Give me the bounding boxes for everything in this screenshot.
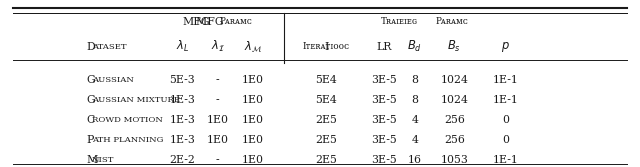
Text: AUSSIAN: AUSSIAN	[92, 76, 134, 84]
Text: 8: 8	[412, 95, 418, 105]
Text: AUSSIAN MIXTURE: AUSSIAN MIXTURE	[92, 96, 180, 104]
Text: I: I	[324, 42, 328, 52]
Text: 5E4: 5E4	[316, 75, 337, 85]
Text: 256: 256	[444, 115, 465, 125]
Text: 8: 8	[412, 75, 418, 85]
Text: 1E-1: 1E-1	[493, 75, 518, 85]
Text: $B_d$: $B_d$	[407, 39, 422, 54]
Text: 4: 4	[412, 115, 418, 125]
Text: -: -	[216, 75, 220, 85]
Text: ATASET: ATASET	[92, 43, 126, 51]
Text: 1E-1: 1E-1	[493, 155, 518, 165]
Text: 1E0: 1E0	[242, 135, 264, 145]
Text: 1E0: 1E0	[242, 75, 264, 85]
Text: ROWD MOTION: ROWD MOTION	[92, 116, 163, 124]
Text: Tʀᴀɪᴇɪᴇɢ: Tʀᴀɪᴇɪᴇɢ	[381, 17, 418, 26]
Text: -: -	[216, 155, 220, 165]
Text: 5E-3: 5E-3	[170, 75, 195, 85]
Text: 1024: 1024	[440, 95, 468, 105]
Text: Pᴀʀᴀᴍᴄ: Pᴀʀᴀᴍᴄ	[435, 17, 468, 26]
Text: $\lambda_{\mathcal{M}}$: $\lambda_{\mathcal{M}}$	[244, 40, 262, 54]
Text: 1E-3: 1E-3	[170, 115, 195, 125]
Text: 3E-5: 3E-5	[371, 75, 397, 85]
Text: 0: 0	[502, 115, 509, 125]
Text: 1E0: 1E0	[242, 115, 264, 125]
Text: Iᴛᴇʀᴀᴛɪᴏᴏᴄ: Iᴛᴇʀᴀᴛɪᴏᴏᴄ	[303, 42, 350, 51]
Text: D: D	[86, 42, 95, 52]
Text: MFG: MFG	[182, 17, 210, 27]
Text: 0: 0	[502, 135, 509, 145]
Text: 4: 4	[412, 135, 418, 145]
Text: 2E5: 2E5	[316, 135, 337, 145]
Text: LR: LR	[376, 42, 392, 52]
Text: $B_s$: $B_s$	[447, 39, 461, 54]
Text: 2E5: 2E5	[316, 155, 337, 165]
Text: 1E-1: 1E-1	[493, 95, 518, 105]
Text: C: C	[86, 115, 95, 125]
Text: $p$: $p$	[501, 40, 510, 54]
Text: 1E-3: 1E-3	[170, 95, 195, 105]
Text: 1E0: 1E0	[242, 155, 264, 165]
Text: P: P	[86, 135, 94, 145]
Text: 2E-2: 2E-2	[170, 155, 195, 165]
Text: 16: 16	[408, 155, 422, 165]
Text: 1E-3: 1E-3	[170, 135, 195, 145]
Text: 1E0: 1E0	[242, 95, 264, 105]
Text: $\lambda_L$: $\lambda_L$	[176, 39, 189, 54]
Text: Pᴀʀᴀᴍᴄ: Pᴀʀᴀᴍᴄ	[220, 17, 252, 26]
Text: 2E5: 2E5	[316, 115, 337, 125]
Text: 1024: 1024	[440, 75, 468, 85]
Text: 256: 256	[444, 135, 465, 145]
Text: MFG: MFG	[196, 17, 227, 27]
Text: 5E4: 5E4	[316, 95, 337, 105]
Text: $\lambda_{\mathcal{I}}$: $\lambda_{\mathcal{I}}$	[211, 39, 225, 54]
Text: G: G	[86, 75, 95, 85]
Text: 3E-5: 3E-5	[371, 115, 397, 125]
Text: 1E0: 1E0	[207, 115, 228, 125]
Text: 1053: 1053	[440, 155, 468, 165]
Text: 3E-5: 3E-5	[371, 155, 397, 165]
Text: M: M	[86, 155, 98, 165]
Text: NIST: NIST	[92, 156, 114, 164]
Text: 1E0: 1E0	[207, 135, 228, 145]
Text: ATH PLANNING: ATH PLANNING	[92, 136, 163, 144]
Text: G: G	[86, 95, 95, 105]
Text: 3E-5: 3E-5	[371, 135, 397, 145]
Text: -: -	[216, 95, 220, 105]
Text: 3E-5: 3E-5	[371, 95, 397, 105]
